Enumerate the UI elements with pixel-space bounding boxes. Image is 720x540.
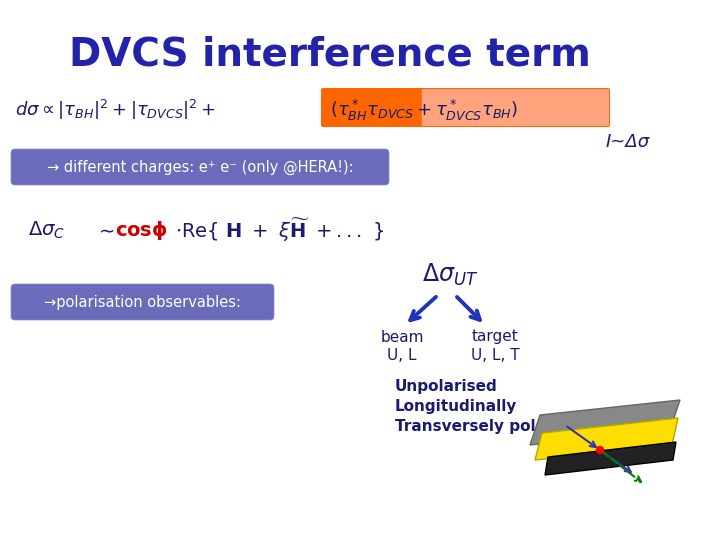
Text: Longitudinally: Longitudinally [395,400,518,415]
Text: $\cdot\mathrm{Re}\{\ \mathbf{H}\ +\ \xi\widetilde{\mathbf{H}}\ +...\ \}$: $\cdot\mathrm{Re}\{\ \mathbf{H}\ +\ \xi\… [175,217,384,244]
Text: I~Δσ: I~Δσ [606,133,650,151]
FancyBboxPatch shape [11,284,274,320]
Text: $\sim$: $\sim$ [95,220,115,240]
Text: U, L: U, L [387,348,417,362]
Text: DVCS interference term: DVCS interference term [69,35,591,73]
Text: →polarisation observables:: →polarisation observables: [44,294,241,309]
Polygon shape [545,442,676,475]
FancyBboxPatch shape [422,89,609,126]
FancyBboxPatch shape [11,149,389,185]
Text: $\mathbf{cos\phi}$: $\mathbf{cos\phi}$ [115,219,168,241]
Text: Transversely polarised: Transversely polarised [395,420,589,435]
Polygon shape [530,400,680,445]
Text: $(\tau^*_{BH}\tau_{DVCS} + \tau^*_{DVCS}\tau_{BH})$: $(\tau^*_{BH}\tau_{DVCS} + \tau^*_{DVCS}… [330,97,518,123]
Text: $\Delta\sigma_C$: $\Delta\sigma_C$ [28,219,66,241]
Text: → different charges: e⁺ e⁻ (only @HERA!):: → different charges: e⁺ e⁻ (only @HERA!)… [47,159,354,174]
FancyBboxPatch shape [321,88,610,127]
Text: $\Delta\sigma_{UT}$: $\Delta\sigma_{UT}$ [422,262,478,288]
Text: $d\sigma \propto |\tau_{BH}|^2 + |\tau_{DVCS}|^2 +$: $d\sigma \propto |\tau_{BH}|^2 + |\tau_{… [15,98,216,122]
Text: target: target [472,329,518,345]
Polygon shape [535,418,678,460]
Text: beam: beam [380,329,424,345]
Text: Unpolarised: Unpolarised [395,380,498,395]
Circle shape [596,447,603,454]
Text: U, L, T: U, L, T [471,348,519,362]
